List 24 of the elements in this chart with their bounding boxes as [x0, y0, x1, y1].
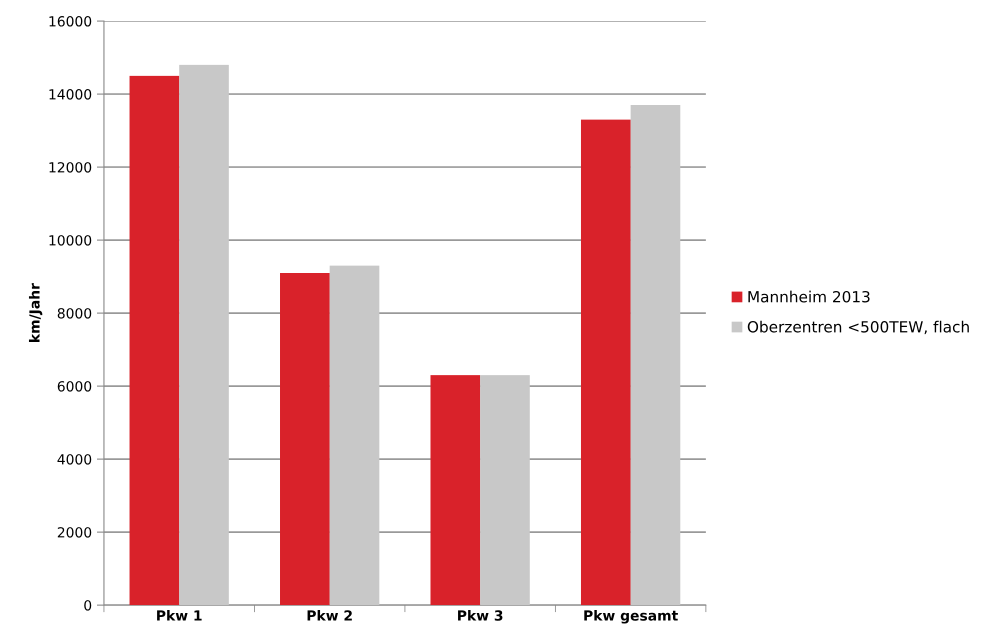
legend-label: Oberzentren <500TEW, flach: [748, 320, 969, 334]
y-tick-label: 10000: [49, 235, 92, 246]
legend-label: Mannheim 2013: [748, 290, 870, 303]
x-tick-label: Pkw gesamt: [584, 610, 678, 624]
bar: [630, 105, 680, 606]
x-tick-label: Pkw 2: [308, 610, 352, 621]
y-axis-title: km/Jahr: [28, 283, 42, 342]
bar: [580, 120, 631, 606]
bar: [330, 266, 380, 606]
y-tick-label: 14000: [49, 89, 92, 100]
x-tick-label: Pkw 1: [157, 610, 202, 621]
y-tick-label: 2000: [58, 527, 92, 538]
bar: [430, 375, 480, 606]
y-tick-label: 6000: [58, 381, 92, 392]
bar: [280, 272, 330, 606]
bar: [179, 64, 229, 606]
bar: [480, 375, 530, 606]
y-tick-label: 12000: [49, 162, 92, 173]
bar: [130, 76, 180, 606]
y-tick-label: 8000: [58, 308, 92, 319]
y-tick-label: 4000: [57, 454, 92, 465]
x-tick-label: Pkw 3: [458, 610, 502, 621]
y-tick-label: 16000: [49, 16, 92, 27]
y-tick-label: 0: [84, 600, 92, 611]
